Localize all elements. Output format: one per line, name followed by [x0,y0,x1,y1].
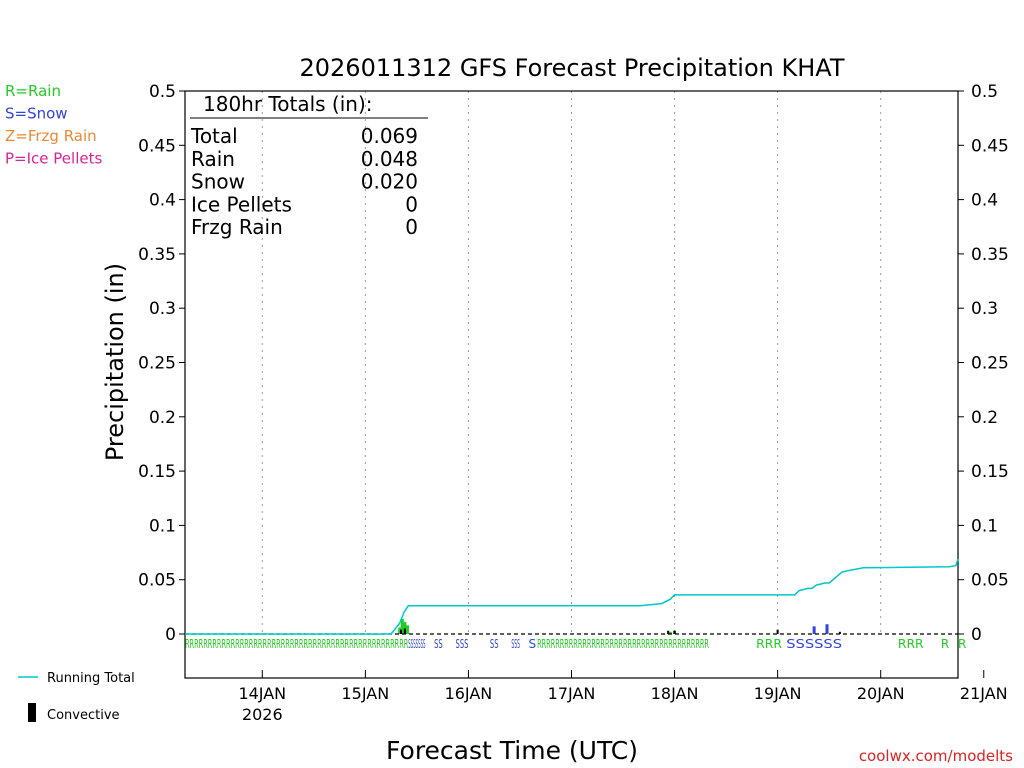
y-tick-label-left: 0.15 [138,462,176,482]
ptype-marker-snow: SSS [511,637,520,651]
convective-bar [667,630,670,634]
y-tick-label-left: 0.2 [149,408,176,428]
y-tick-label-left: 0.05 [138,571,176,591]
x-tick-label: 17JAN [548,684,596,703]
y-tick-label-right: 0.35 [971,245,1009,265]
ptype-marker-snow: S [529,637,537,651]
legend-convective-label: Convective [47,708,120,723]
x-tick-label: 15JAN [342,684,390,703]
rain-bar [405,625,409,634]
y-tick-label-right: 0.1 [971,516,998,536]
x-tick-sublabel: 2026 [242,705,283,724]
y-tick-label-right: 0.2 [971,408,998,428]
precip-type-legend: R=Rain S=Snow Z=Frzg Rain P=Ice Pellets [5,82,102,168]
ptype-marker-rain: RRR [756,637,782,651]
y-tick-label-left: 0.25 [138,354,176,374]
y-tick-label-left: 0.4 [149,191,176,211]
ptype-marker-snow: SS [490,637,499,651]
x-axis: 14JAN 2026 15JAN 16JAN 17JAN 18JAN 19JAN 20JAN 2… [238,670,1008,724]
precip-bars [398,618,841,634]
x-tick-label: 21JAN [960,684,1008,703]
convective-bar [838,631,841,634]
legend-type-entry: S=Snow [5,105,68,123]
totals-row-value: 0.020 [361,170,418,194]
convective-bar [673,630,676,634]
ptype-marker-snow: SSS [456,637,469,651]
y-tick-label-right: 0.4 [971,191,998,211]
rain-bar [668,631,672,634]
y-tick-label-right: 0.3 [971,299,998,319]
ptype-marker-rain: RRRRRRRRRRRRRRRRRRRRRRRRRRRRRRRRRRRRRR [537,637,709,651]
y-axis-label: Precipitation (in) [101,263,129,461]
x-tick-label: 20JAN [857,684,905,703]
ptype-marker-rain: RRRRRRRRRRRRRRRRRRRRRRRRRRRRRRRRRRRRRRRR… [185,637,408,651]
x-tick-label: 16JAN [445,684,493,703]
y-tick-label-right: 0 [971,625,982,645]
ptype-marker-rain: R [941,637,949,651]
convective-bar [776,629,779,634]
ptype-marker-snow: SSSSSSS [408,637,425,651]
y-axis-left: 0 0.05 0.1 0.15 0.2 0.25 0.3 0.35 0.4 0.45 0.5 [138,82,185,645]
ptype-marker-rain: R [958,637,966,651]
snow-bar [812,626,816,634]
series-legend: Running Total Convective [18,671,135,723]
y-tick-label-right: 0.05 [971,571,1009,591]
legend-type-entry: Z=Frzg Rain [5,127,97,145]
x-axis-label: Forecast Time (UTC) [386,736,638,765]
totals-row-label: Snow [191,170,245,194]
totals-box: 180hr Totals (in): Total 0.069 Rain 0.048 Sn… [190,92,428,239]
x-tick-label: 19JAN [754,684,802,703]
totals-title: 180hr Totals (in): [203,92,373,116]
snow-bar [825,624,829,634]
ptype-marker-snow: SSSSSS [786,637,842,651]
y-tick-label-left: 0.3 [149,299,176,319]
y-tick-label-right: 0.15 [971,462,1009,482]
y-tick-label-left: 0.35 [138,245,176,265]
convective-bar [403,628,406,634]
totals-row-label: Rain [191,147,235,171]
credit-text: coolwx.com/modelts [859,747,1013,765]
ptype-marker-rain: RRR [898,637,924,651]
totals-row-value: 0 [405,215,418,239]
y-tick-label-left: 0 [165,625,176,645]
y-tick-label-right: 0.5 [971,82,998,102]
totals-row-value: 0 [405,192,418,216]
ptype-marker-snow: SS [434,637,443,651]
y-tick-label-left: 0.5 [149,82,176,102]
totals-row-value: 0.048 [361,147,418,171]
y-tick-label-right: 0.45 [971,136,1009,156]
legend-type-entry: P=Ice Pellets [5,150,102,168]
chart-title: 2026011312 GFS Forecast Precipitation KH… [300,54,845,82]
rain-bar [400,618,404,634]
totals-row-label: Total [190,124,238,148]
convective-bar [400,629,403,634]
y-tick-label-right: 0.25 [971,354,1009,374]
y-axis-right: 0 0.05 0.1 0.15 0.2 0.25 0.3 0.35 0.4 0.45 0.5 [958,82,1009,645]
x-tick-label: 14JAN [238,684,286,703]
totals-row-label: Ice Pellets [191,192,292,216]
running-total-line [185,558,959,635]
grid-lines [261,91,882,634]
legend-running-total-label: Running Total [47,671,135,686]
legend-type-entry: R=Rain [5,82,61,100]
rain-bar [403,622,407,634]
y-tick-label-left: 0.1 [149,516,176,536]
totals-row-label: Frzg Rain [191,215,283,239]
rain-bar [398,627,402,634]
y-tick-label-left: 0.45 [138,136,176,156]
x-tick-label: 18JAN [651,684,699,703]
legend-convective-swatch [28,703,36,722]
totals-row-value: 0.069 [361,124,418,148]
precip-type-markers: RRRRRRRRRRRRRRRRRRRRRRRRRRRRRRRRRRRRRRRR… [185,637,966,651]
